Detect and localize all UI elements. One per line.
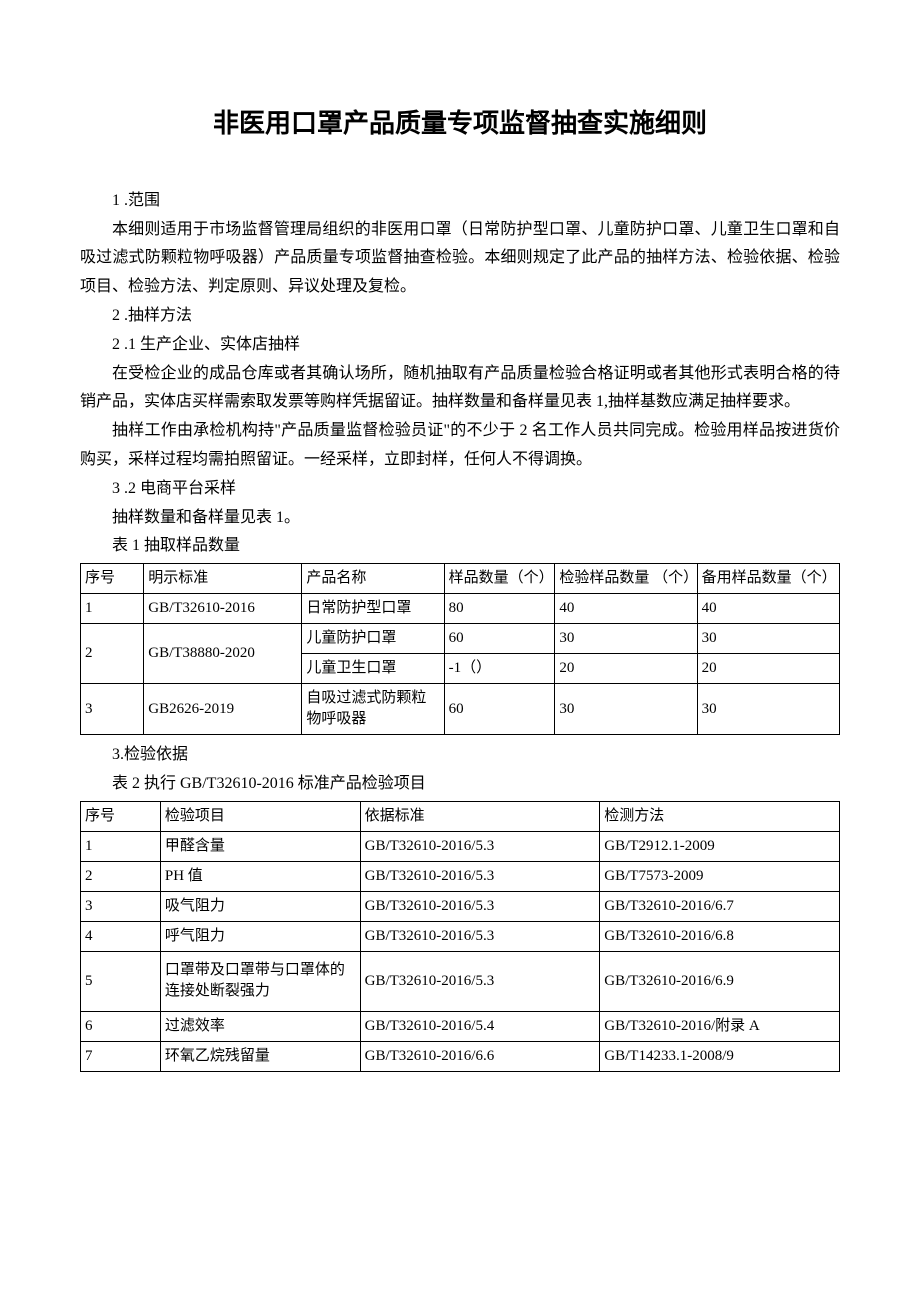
table-row: 1 GB/T32610-2016 日常防护型口罩 80 40 40 (81, 594, 840, 624)
table-header-cell: 序号 (81, 801, 161, 831)
section-2-2-body: 抽样数量和备样量见表 1。 (80, 504, 840, 533)
table-cell: 口罩带及口罩带与口罩体的连接处断裂强力 (160, 951, 360, 1011)
table-cell: 30 (697, 684, 839, 735)
table-cell: 2 (81, 861, 161, 891)
table-row: 序号 明示标准 产品名称 样品数量（个） 检验样品数量 （个） 备用样品数量（个… (81, 564, 840, 594)
section-1-header: 1 .范围 (80, 187, 840, 216)
table-header-cell: 备用样品数量（个） (697, 564, 839, 594)
table-cell: GB/T38880-2020 (144, 624, 302, 684)
table-cell: 7 (81, 1041, 161, 1071)
table-row: 6 过滤效率 GB/T32610-2016/5.4 GB/T32610-2016… (81, 1011, 840, 1041)
table-cell: 20 (697, 654, 839, 684)
table-cell: GB2626-2019 (144, 684, 302, 735)
table-cell: GB/T14233.1-2008/9 (600, 1041, 840, 1071)
table-cell: GB/T32610-2016/附录 A (600, 1011, 840, 1041)
table-cell: GB/T32610-2016/6.6 (360, 1041, 600, 1071)
table-cell: GB/T7573-2009 (600, 861, 840, 891)
table-cell: 儿童卫生口罩 (302, 654, 444, 684)
table-cell: 1 (81, 594, 144, 624)
table-row: 2 GB/T38880-2020 儿童防护口罩 60 30 30 (81, 624, 840, 654)
table-cell: 甲醛含量 (160, 831, 360, 861)
table-cell: 吸气阻力 (160, 891, 360, 921)
table-header-cell: 序号 (81, 564, 144, 594)
table-cell: 儿童防护口罩 (302, 624, 444, 654)
table-cell: GB/T32610-2016/5.3 (360, 891, 600, 921)
table-header-cell: 检测方法 (600, 801, 840, 831)
table-cell: GB/T32610-2016 (144, 594, 302, 624)
table-cell: 自吸过滤式防颗粒物呼吸器 (302, 684, 444, 735)
section-2-1-header: 2 .1 生产企业、实体店抽样 (80, 331, 840, 360)
table-cell: 60 (444, 684, 555, 735)
table-2-caption: 表 2 执行 GB/T32610-2016 标准产品检验项目 (80, 770, 840, 799)
table-cell: 30 (697, 624, 839, 654)
table-cell: 40 (555, 594, 697, 624)
table-cell: 3 (81, 684, 144, 735)
table-row: 7 环氧乙烷残留量 GB/T32610-2016/6.6 GB/T14233.1… (81, 1041, 840, 1071)
table-cell: 4 (81, 921, 161, 951)
table-header-cell: 检验项目 (160, 801, 360, 831)
table-cell: 3 (81, 891, 161, 921)
table-row: 2 PH 值 GB/T32610-2016/5.3 GB/T7573-2009 (81, 861, 840, 891)
table-cell: 环氧乙烷残留量 (160, 1041, 360, 1071)
table-cell: GB/T32610-2016/5.3 (360, 831, 600, 861)
table-header-cell: 样品数量（个） (444, 564, 555, 594)
table-cell: 过滤效率 (160, 1011, 360, 1041)
table-header-cell: 明示标准 (144, 564, 302, 594)
table-cell: -1（） (444, 654, 555, 684)
section-2-2-header: 3 .2 电商平台采样 (80, 475, 840, 504)
table-1-caption: 表 1 抽取样品数量 (80, 532, 840, 561)
table-cell: 5 (81, 951, 161, 1011)
table-cell: 日常防护型口罩 (302, 594, 444, 624)
table-cell: GB/T32610-2016/5.3 (360, 951, 600, 1011)
table-cell: GB/T2912.1-2009 (600, 831, 840, 861)
table-cell: GB/T32610-2016/5.3 (360, 921, 600, 951)
table-cell: 呼气阻力 (160, 921, 360, 951)
table-cell: 2 (81, 624, 144, 684)
table-1: 序号 明示标准 产品名称 样品数量（个） 检验样品数量 （个） 备用样品数量（个… (80, 563, 840, 735)
page-title: 非医用口罩产品质量专项监督抽查实施细则 (80, 100, 840, 147)
section-3-header: 3.检验依据 (80, 741, 840, 770)
table-header-cell: 检验样品数量 （个） (555, 564, 697, 594)
table-cell: 6 (81, 1011, 161, 1041)
table-cell: GB/T32610-2016/5.4 (360, 1011, 600, 1041)
table-row: 1 甲醛含量 GB/T32610-2016/5.3 GB/T2912.1-200… (81, 831, 840, 861)
table-header-cell: 依据标准 (360, 801, 600, 831)
section-1-body: 本细则适用于市场监督管理局组织的非医用口罩（日常防护型口罩、儿童防护口罩、儿童卫… (80, 216, 840, 302)
table-cell: 80 (444, 594, 555, 624)
table-row: 序号 检验项目 依据标准 检测方法 (81, 801, 840, 831)
table-row: 5 口罩带及口罩带与口罩体的连接处断裂强力 GB/T32610-2016/5.3… (81, 951, 840, 1011)
table-cell: PH 值 (160, 861, 360, 891)
table-cell: 40 (697, 594, 839, 624)
section-2-header: 2 .抽样方法 (80, 302, 840, 331)
table-cell: 1 (81, 831, 161, 861)
table-cell: 30 (555, 684, 697, 735)
table-cell: GB/T32610-2016/6.9 (600, 951, 840, 1011)
table-cell: 60 (444, 624, 555, 654)
table-row: 4 呼气阻力 GB/T32610-2016/5.3 GB/T32610-2016… (81, 921, 840, 951)
table-cell: 20 (555, 654, 697, 684)
table-cell: 30 (555, 624, 697, 654)
section-2-1-body-2: 抽样工作由承检机构持"产品质量监督检验员证"的不少于 2 名工作人员共同完成。检… (80, 417, 840, 475)
table-row: 3 吸气阻力 GB/T32610-2016/5.3 GB/T32610-2016… (81, 891, 840, 921)
section-2-1-body-1: 在受检企业的成品仓库或者其确认场所，随机抽取有产品质量检验合格证明或者其他形式表… (80, 360, 840, 418)
table-cell: GB/T32610-2016/5.3 (360, 861, 600, 891)
table-2: 序号 检验项目 依据标准 检测方法 1 甲醛含量 GB/T32610-2016/… (80, 801, 840, 1072)
table-header-cell: 产品名称 (302, 564, 444, 594)
table-cell: GB/T32610-2016/6.7 (600, 891, 840, 921)
table-row: 3 GB2626-2019 自吸过滤式防颗粒物呼吸器 60 30 30 (81, 684, 840, 735)
table-cell: GB/T32610-2016/6.8 (600, 921, 840, 951)
